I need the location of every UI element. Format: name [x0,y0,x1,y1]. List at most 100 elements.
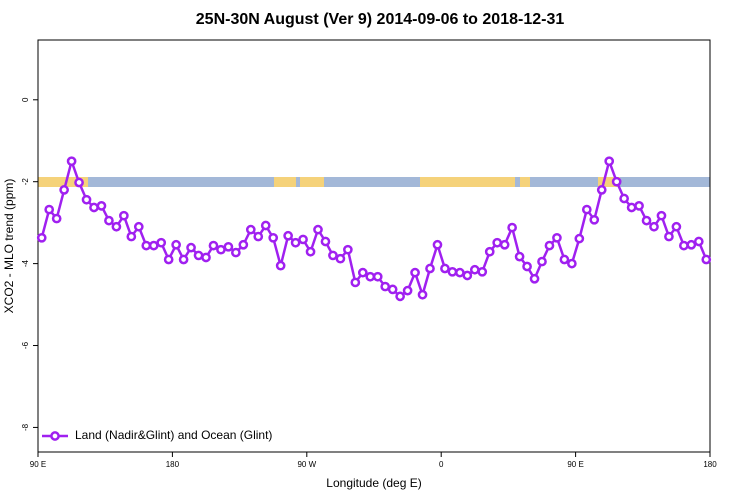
legend-marker [50,431,60,441]
data-point [148,240,159,251]
data-point [469,264,480,275]
x-tick-label: 90 W [297,460,316,469]
data-point [581,204,592,215]
data-point [126,231,137,242]
data-point [499,239,510,250]
y-tick-label: -4 [21,260,30,268]
data-point [290,237,301,248]
data-point [693,236,704,247]
data-point [51,213,62,224]
data-point [462,270,473,281]
data-point [417,289,428,300]
data-point [641,215,652,226]
data-point [104,215,114,226]
data-point [163,254,174,265]
data-point [701,254,712,265]
data-point [275,260,286,271]
data-point [544,240,555,251]
data-point [432,239,443,250]
data-point [604,156,615,167]
data-point [664,231,674,242]
data-point [178,254,189,265]
data-point [686,239,697,250]
data-point [59,185,69,195]
data-point [619,193,629,204]
plot-frame [37,39,711,453]
data-point [223,241,234,252]
data-point [357,267,368,278]
data-point [537,256,547,267]
data-point [283,230,293,241]
x-axis-label: Longitude (deg E) [326,476,421,490]
y-tick-label: -2 [21,178,30,186]
data-point [477,266,488,277]
data-point [552,232,562,243]
data-point [455,267,465,278]
data-point [44,204,55,215]
y-tick-label: 0 [21,97,30,102]
data-point [253,231,264,242]
x-tick-label: 90 E [30,460,46,469]
data-point [395,291,405,302]
data-point [201,252,211,263]
data-point [81,194,92,205]
data-point [626,202,637,213]
data-point [402,285,413,296]
data-point [141,240,152,251]
data-point [111,221,122,232]
data-point [649,221,659,232]
data-point [611,176,622,187]
data-point [350,277,361,288]
legend-label: Land (Nadir&Glint) and Ocean (Glint) [75,428,272,442]
data-point [380,281,391,292]
data-point [484,246,495,257]
x-tick-label: 0 [439,460,444,469]
data-point [245,224,256,235]
data-point [514,251,525,262]
data-point [36,232,47,243]
data-point [447,266,458,277]
data-point [305,246,316,257]
data-point [656,210,667,221]
data-point [260,220,271,231]
data-point [268,232,279,243]
data-point [74,177,84,188]
data-point [328,250,338,261]
y-tick-label: -8 [21,423,30,431]
data-point [171,239,181,250]
data-point [425,263,435,274]
data-point [589,214,600,225]
data-point [671,221,682,232]
data-point [372,271,383,282]
data-point [66,156,77,167]
data-point [320,236,331,247]
data-point [133,221,144,232]
data-point [96,201,107,211]
data-point [596,185,607,195]
data-point [492,237,503,248]
x-tick-label: 180 [703,460,717,469]
data-point [231,247,241,258]
data-point [387,284,398,295]
data-point [567,258,577,269]
data-point [156,237,167,248]
data-point [193,250,204,261]
data-point [410,267,420,278]
data-point [89,202,99,213]
data-point [238,239,249,250]
y-tick-label: -6 [21,341,30,349]
data-point [440,263,450,274]
y-axis-label: XCO2 - MLO trend (ppm) [2,179,16,314]
land-ocean-strip [38,177,710,187]
data-point [507,222,517,233]
data-point [365,271,376,282]
data-point [298,234,308,245]
data-point [335,253,346,264]
data-point [634,201,644,211]
data-point [522,261,532,272]
data-point [559,254,570,265]
data-point [216,244,226,255]
data-point [313,224,323,235]
data-point [529,273,540,284]
